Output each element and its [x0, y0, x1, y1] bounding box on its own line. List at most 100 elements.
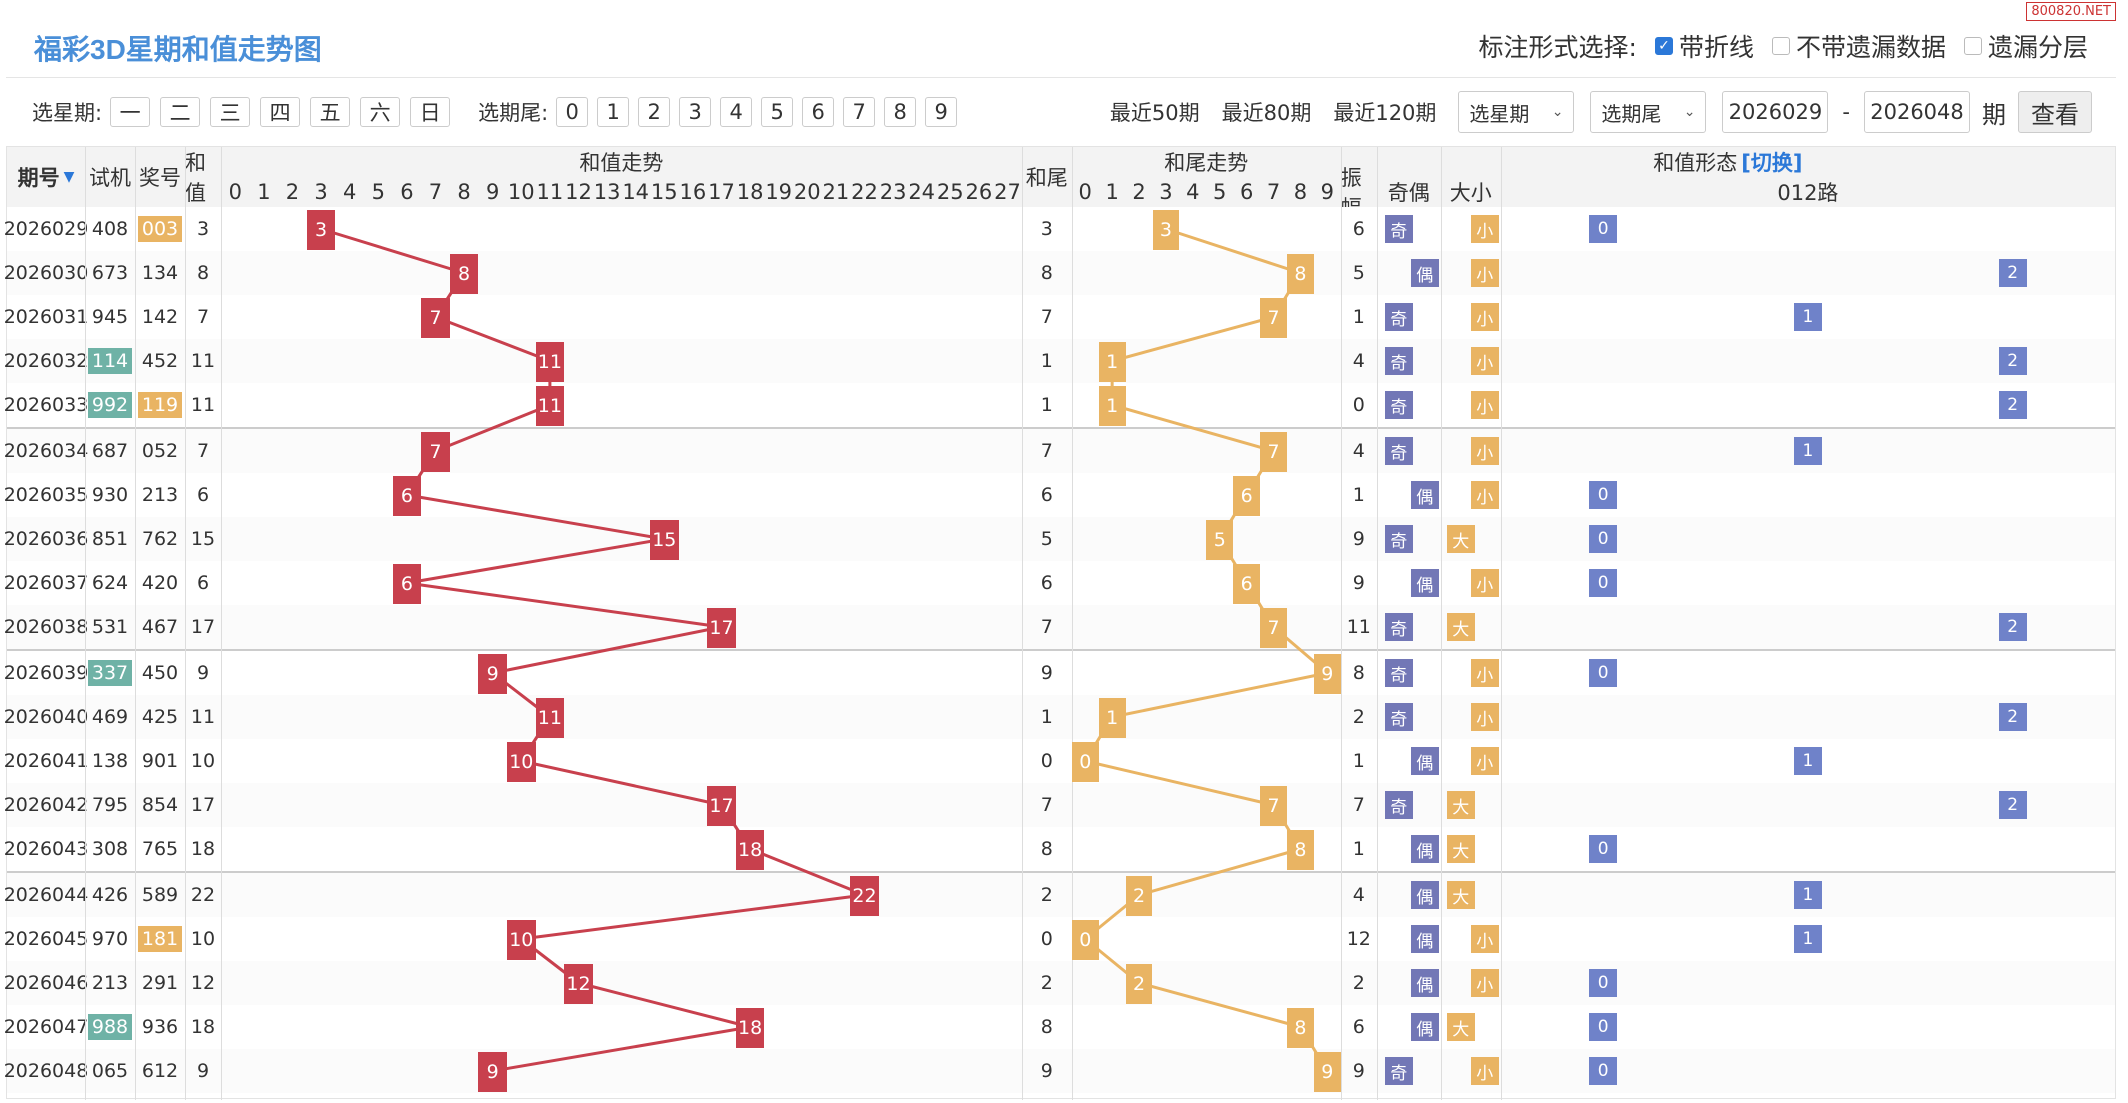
amp-cell: 8 [1352, 662, 1365, 684]
sum-omit-cell [764, 429, 793, 473]
tail-omit-cell [1287, 961, 1314, 1005]
header-trial: 试机 [85, 147, 135, 207]
tail-omit-cell [1287, 383, 1314, 427]
option-no-omission[interactable]: 不带遗漏数据 [1771, 28, 1946, 64]
weekday-chip[interactable]: 六 [360, 97, 401, 127]
weekday-chip[interactable]: 四 [260, 97, 301, 127]
oddeven-cell: 偶 [1377, 961, 1441, 1005]
trial-number: 408 [91, 218, 129, 240]
oddeven-tag: 偶 [1410, 969, 1439, 997]
tail-hit-ball: 6 [1233, 476, 1261, 516]
checkbox-icon[interactable] [1771, 37, 1790, 55]
header-sum-col: 2 [278, 177, 307, 207]
sum-omit-cell [593, 383, 622, 427]
sum-omit-cell [335, 917, 364, 961]
tail-hit: 5 [1206, 517, 1234, 561]
bigsmall-cell: 小 [1441, 207, 1501, 251]
road-cell [1501, 605, 1706, 649]
switch-link[interactable]: [切换] [1741, 151, 1803, 175]
tail-select[interactable]: 选期尾 ⌄ [1590, 91, 1707, 133]
sum-omit-cell [993, 339, 1022, 383]
range-80-link[interactable]: 最近80期 [1221, 101, 1312, 125]
bigsmall-cell: 小 [1441, 251, 1501, 295]
tail-omit-cell [1153, 827, 1180, 871]
sum-omit-cell [822, 383, 851, 427]
tail-chip[interactable]: 5 [761, 97, 794, 127]
trial-number: 114 [87, 348, 133, 374]
tail-omit-cell [1260, 827, 1287, 871]
sum-omit-cell [736, 339, 765, 383]
trial-cell: 988 [85, 1005, 135, 1049]
road-cell [1706, 1049, 1911, 1093]
tail-chip[interactable]: 1 [597, 97, 630, 127]
sum-omit-cell [793, 605, 822, 649]
to-issue-input[interactable]: 2026048 [1864, 91, 1970, 133]
sum-omit-cell [250, 207, 279, 251]
option-omission-layer[interactable]: 遗漏分层 [1963, 28, 2088, 64]
sum-omit-cell [393, 295, 422, 339]
sum-omit-cell [650, 473, 679, 517]
query-button[interactable]: 查看 [2018, 91, 2092, 133]
sum-omit-cell [593, 339, 622, 383]
sum-omit-cell [421, 473, 450, 517]
sum-omit-cell [364, 917, 393, 961]
option-with-line[interactable]: ✓ 带折线 [1654, 28, 1754, 64]
header-issue[interactable]: 期号 ▼ [7, 147, 85, 207]
sum-omit-cell [478, 783, 507, 827]
sum-omit-cell [450, 961, 479, 1005]
sum-omit-cell [250, 739, 279, 783]
checkbox-icon[interactable] [1963, 37, 1982, 55]
road-tag: 0 [1589, 215, 1618, 243]
tail-chip[interactable]: 0 [556, 97, 589, 127]
weekday-chip[interactable]: 二 [160, 97, 201, 127]
sum-omit-cell [478, 695, 507, 739]
tail-chip[interactable]: 9 [925, 97, 958, 127]
bigsmall-cell: 大 [1441, 517, 1501, 561]
tail-omit-cell [1260, 207, 1287, 251]
range-50-link[interactable]: 最近50期 [1109, 101, 1200, 125]
sum-omit-cell [335, 429, 364, 473]
award-cell: 467 [135, 605, 185, 649]
sum-omit-cell [478, 873, 507, 917]
sum-omit-cell [936, 473, 965, 517]
checkbox-checked-icon[interactable]: ✓ [1654, 37, 1673, 55]
from-issue-input[interactable]: 2026029 [1722, 91, 1829, 133]
week-select[interactable]: 选星期 ⌄ [1458, 91, 1575, 133]
sum-omit-cell [965, 739, 994, 783]
header-sum-col: 12 [564, 177, 593, 207]
tail-chip[interactable]: 7 [843, 97, 876, 127]
weekday-chip[interactable]: 一 [110, 97, 151, 127]
tail-omit-cell [1233, 429, 1260, 473]
sort-down-icon[interactable]: ▼ [63, 169, 75, 185]
sum-omit-cell [965, 383, 994, 427]
tail-hit: 8 [1287, 827, 1314, 871]
road-tag: 1 [1793, 437, 1822, 465]
sum-hit-ball: 7 [421, 432, 450, 472]
issue-cell: 2026046 [3, 972, 89, 994]
sum-omit-cell [736, 739, 765, 783]
sum-omit-cell [907, 873, 936, 917]
sum-omit-cell [707, 695, 736, 739]
weekday-chip[interactable]: 五 [310, 97, 351, 127]
weekday-chip[interactable]: 日 [410, 97, 451, 127]
sum-omit-cell [650, 783, 679, 827]
tail-omit-cell [1072, 251, 1099, 295]
weekday-chip[interactable]: 三 [210, 97, 251, 127]
bigsmall-tag: 小 [1470, 703, 1499, 731]
tail-chip[interactable]: 8 [884, 97, 917, 127]
bigsmall-cell: 大 [1441, 873, 1501, 917]
page-header: 福彩3D星期和值走势图 800820.NET 标注形式选择: ✓ 带折线 不带遗漏… [6, 2, 2116, 78]
range-120-link[interactable]: 最近120期 [1333, 101, 1437, 125]
sum-omit-cell [536, 827, 565, 871]
sum-omit-cell [221, 429, 250, 473]
tail-omit-cell [1206, 873, 1233, 917]
bigsmall-cell: 小 [1441, 917, 1501, 961]
tail-chip[interactable]: 2 [638, 97, 671, 127]
tail-omit-cell [1287, 783, 1314, 827]
sum-omit-cell [421, 651, 450, 695]
tail-chip[interactable]: 4 [720, 97, 753, 127]
tail-chip[interactable]: 6 [802, 97, 835, 127]
sum-omit-cell [764, 695, 793, 739]
sum-omit-cell [621, 295, 650, 339]
tail-chip[interactable]: 3 [679, 97, 712, 127]
